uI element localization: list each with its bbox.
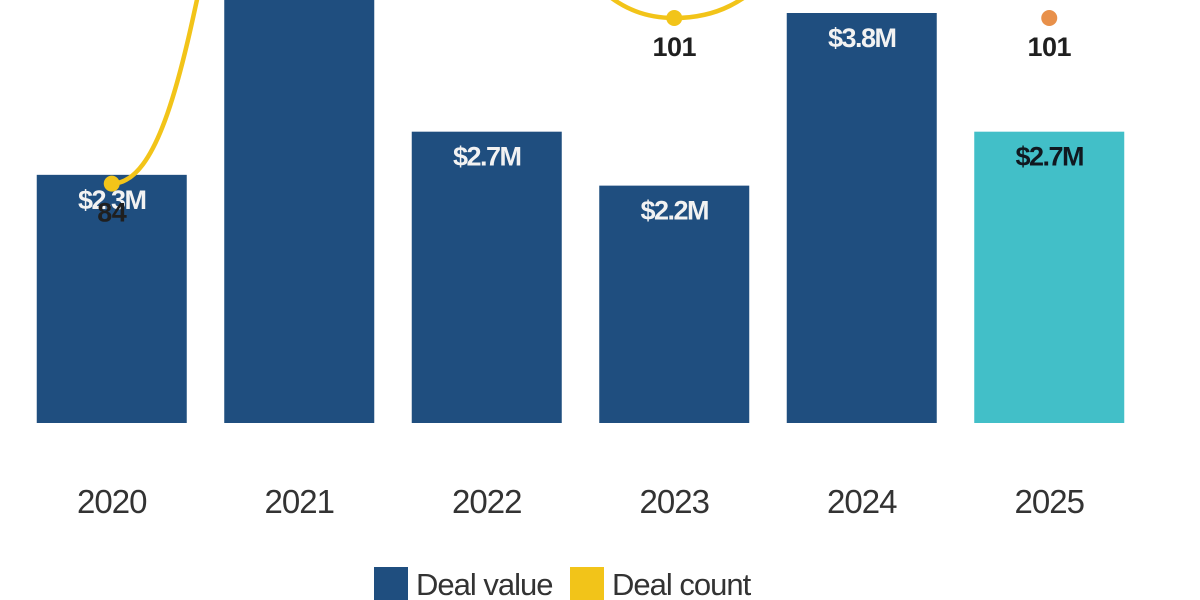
bar-2022 <box>411 131 562 423</box>
x-tick-2024: 2024 <box>827 483 897 520</box>
line-layer <box>103 0 1058 192</box>
bars-layer <box>36 0 1125 424</box>
x-tick-2025: 2025 <box>1015 483 1084 520</box>
bar-value-label-2022: $2.7M <box>453 142 521 172</box>
legend: Deal value Deal count <box>374 567 753 600</box>
bar-value-label-2023: $2.2M <box>640 196 708 226</box>
legend-swatch-deal-count <box>570 567 604 600</box>
count-point-2020 <box>103 175 120 192</box>
count-label-2023: 101 <box>652 32 696 62</box>
count-point-2023 <box>666 10 683 26</box>
bar-2020 <box>36 174 187 423</box>
legend-label-deal-count: Deal count <box>612 567 752 600</box>
count-label-2020: 84 <box>97 198 127 228</box>
bar-value-label-2024: $3.8M <box>828 23 896 53</box>
bar-2023 <box>599 185 750 423</box>
bar-value-label-2025: $2.7M <box>1015 142 1083 172</box>
labels-layer: $2.3M$2.7M$2.2M$3.8M$2.7M84111101109101 <box>78 23 1085 228</box>
x-tick-2021: 2021 <box>265 483 334 520</box>
x-tick-2020: 2020 <box>77 483 147 520</box>
legend-label-deal-value: Deal value <box>416 567 552 600</box>
x-tick-2022: 2022 <box>452 483 521 520</box>
x-tick-2023: 2023 <box>640 483 709 520</box>
bar-value-label-2020: $2.3M <box>78 185 146 215</box>
bar-2025 <box>974 131 1125 423</box>
count-point-2025 <box>1041 10 1058 26</box>
bar-2021 <box>224 0 375 424</box>
bar-2024 <box>786 13 937 423</box>
count-label-2025: 101 <box>1027 32 1071 62</box>
ticks-layer: 2020 2021 2022 2023 2024 2025 <box>77 483 1085 520</box>
legend-swatch-deal-value <box>374 567 408 600</box>
